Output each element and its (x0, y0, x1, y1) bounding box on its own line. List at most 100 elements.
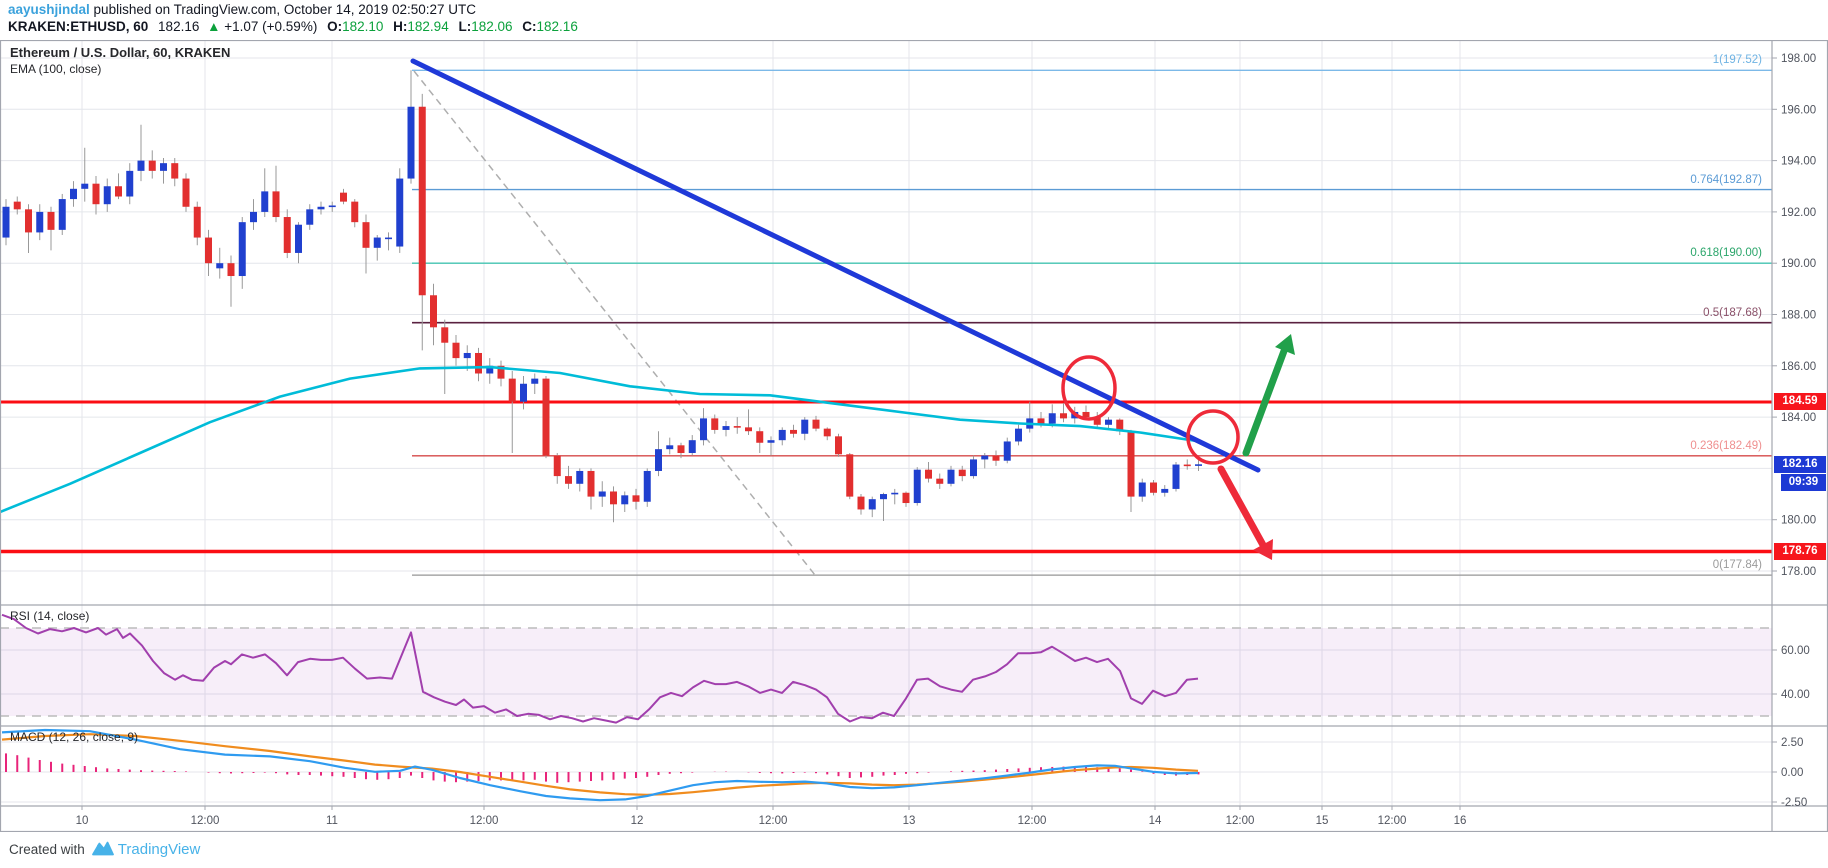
candle (261, 191, 269, 212)
candle (1060, 413, 1067, 419)
candle (958, 469, 966, 477)
candle (340, 192, 347, 202)
candle (733, 426, 741, 428)
candle (463, 352, 471, 359)
macd-tick-label: 2.50 (1781, 737, 1803, 749)
symbol-label: KRAKEN:ETHUSD, 60 (8, 19, 149, 34)
candle (542, 378, 550, 456)
candle (925, 469, 932, 479)
time-tick-label: 11 (326, 815, 338, 827)
candle (238, 222, 246, 277)
last-price-badge: 182.16 (1774, 455, 1826, 473)
candle (486, 365, 494, 374)
low-label: L: (458, 19, 472, 34)
candle (1037, 418, 1045, 424)
time-tick-label: 14 (1149, 815, 1162, 827)
footer: Created with TradingView (0, 832, 1828, 868)
time-axis[interactable]: 10 12:00 11 12:00 12 12:00 13 12:00 14 12:00 15 12:… (76, 806, 1467, 827)
time-tick-label: 12:00 (191, 815, 220, 827)
candle (1161, 488, 1169, 493)
low-value: 182.06 (471, 19, 513, 34)
candle (475, 352, 482, 374)
candle (272, 191, 280, 218)
candle (531, 378, 539, 384)
candle (1172, 464, 1180, 489)
price-tick-label: 196.00 (1781, 104, 1816, 116)
price-tick-label: 180.00 (1781, 515, 1816, 527)
price-tick-label: 178.00 (1781, 566, 1816, 578)
author-link[interactable]: aayushjindal (8, 2, 90, 17)
rsi-tick-label: 60.00 (1781, 645, 1810, 657)
tradingview-brand-link[interactable]: TradingView (117, 840, 201, 858)
candle (711, 418, 719, 430)
open-label: O: (327, 19, 343, 34)
snapshot-header: aayushjindal published on TradingView.co… (0, 0, 1828, 40)
candle (970, 459, 977, 477)
candle (1195, 464, 1202, 466)
candle (441, 327, 449, 343)
candle (913, 469, 921, 504)
candle (148, 160, 156, 171)
candle (1003, 441, 1011, 461)
candle (643, 470, 651, 502)
candle (902, 492, 910, 504)
candle (598, 491, 606, 497)
candle (1116, 419, 1124, 432)
candle (745, 427, 752, 432)
candle (1015, 428, 1022, 442)
candle (306, 209, 314, 225)
support-price-badge: 178.76 (1774, 543, 1826, 560)
candle (317, 206, 325, 210)
macd-tick-label: 0.00 (1781, 767, 1803, 779)
down-breakdown-arrow (1217, 465, 1273, 560)
candle (103, 186, 111, 205)
candle (880, 494, 887, 500)
high-value: 182.94 (407, 19, 449, 34)
time-tick-label: 12:00 (759, 815, 788, 827)
published-line: aayushjindal published on TradingView.co… (8, 2, 476, 17)
time-tick-label: 13 (903, 815, 916, 827)
candle (497, 365, 505, 379)
candle (396, 178, 404, 247)
candle (846, 454, 854, 497)
candle (632, 495, 640, 502)
rsi-line (1, 613, 1199, 724)
candle (936, 478, 944, 484)
candle (1082, 411, 1090, 418)
macd-tick-label: -2.50 (1781, 797, 1807, 809)
candle (328, 205, 336, 208)
candle (1183, 464, 1191, 467)
candle (216, 263, 224, 269)
highlight-circle-2 (1186, 409, 1240, 465)
candle (58, 199, 66, 230)
open-value: 182.10 (342, 19, 384, 34)
candle (1105, 419, 1112, 425)
candle (576, 470, 584, 484)
candle (610, 491, 617, 505)
price-tick-label: 188.00 (1781, 310, 1816, 322)
candle (857, 496, 865, 510)
ema-line (0, 365, 1201, 514)
candle (677, 445, 685, 454)
candle (283, 217, 291, 253)
candle (193, 206, 201, 238)
candle (1150, 482, 1157, 493)
candle (722, 426, 730, 430)
candle (205, 237, 212, 264)
candle (1138, 482, 1146, 497)
candle (520, 383, 527, 402)
candle (812, 419, 820, 429)
candle (373, 237, 381, 248)
candle (767, 440, 775, 443)
time-tick-label: 12:00 (1378, 815, 1407, 827)
published-text: published on TradingView.com, October 14… (93, 2, 477, 17)
candle (778, 429, 786, 441)
candle (385, 237, 392, 240)
candle (227, 263, 235, 277)
candle (25, 209, 32, 233)
price-axis[interactable]: 198.00 196.00 194.00 192.00 190.00 188.00 186.… (1772, 53, 1816, 809)
time-tick-label: 16 (1454, 815, 1467, 827)
price-tick-label: 194.00 (1781, 156, 1816, 168)
candle (587, 470, 595, 497)
